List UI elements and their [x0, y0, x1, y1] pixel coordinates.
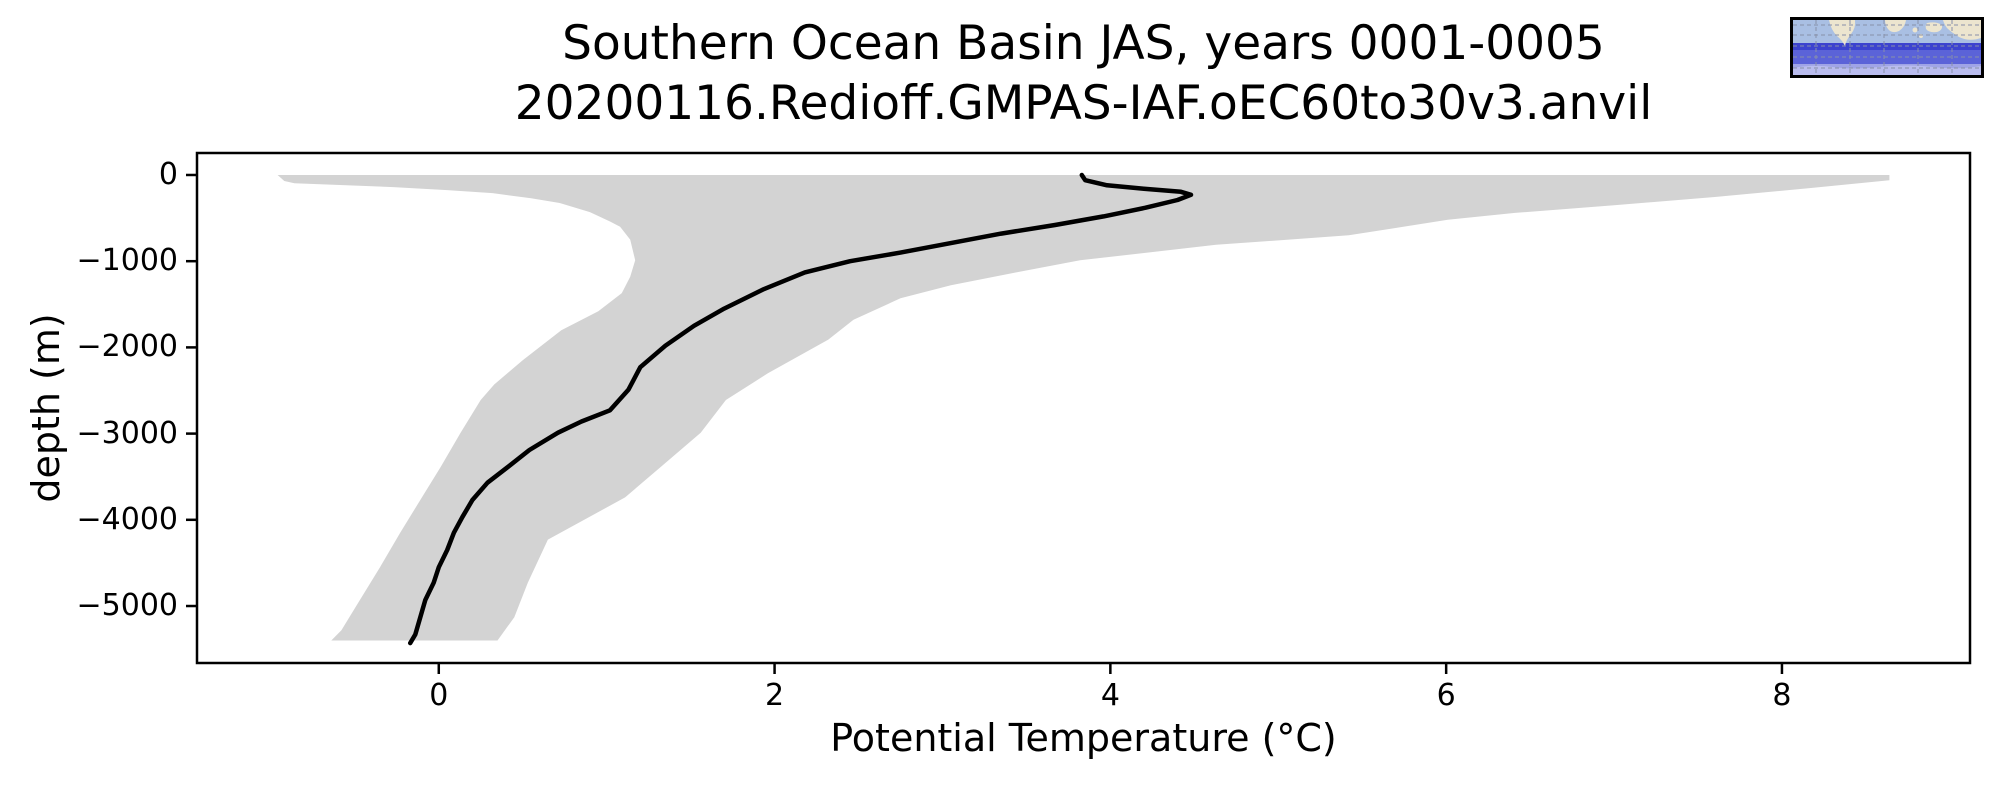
map-grid [1793, 20, 1981, 75]
x-tick-label: 0 [429, 678, 449, 713]
x-tick-label: 8 [1772, 678, 1792, 713]
chart-title: Southern Ocean Basin JAS, years 0001-000… [197, 14, 1970, 134]
x-tick-label: 4 [1100, 678, 1120, 713]
y-tick-label: 0 [158, 156, 178, 192]
axes-box [195, 151, 1972, 665]
mean-profile-line [407, 172, 1194, 646]
y-tick-label: −4000 [76, 501, 178, 537]
y-tick-label: −1000 [76, 243, 178, 279]
x-axis-label: Potential Temperature (°C) [830, 716, 1337, 760]
y-tick-label: −5000 [76, 588, 178, 624]
y-tick-label: −2000 [76, 329, 178, 365]
x-tick-label: 6 [1436, 678, 1456, 713]
y-tick-label: −3000 [76, 415, 178, 451]
x-tick-label: 2 [765, 678, 785, 713]
chart-title-line1: Southern Ocean Basin JAS, years 0001-000… [562, 16, 1605, 71]
region-locator-map-inset [1790, 17, 1984, 78]
chart-title-line2: 20200116.Redioff.GMPAS-IAF.oEC60to30v3.a… [514, 76, 1653, 131]
minmax-envelope [277, 175, 1890, 641]
